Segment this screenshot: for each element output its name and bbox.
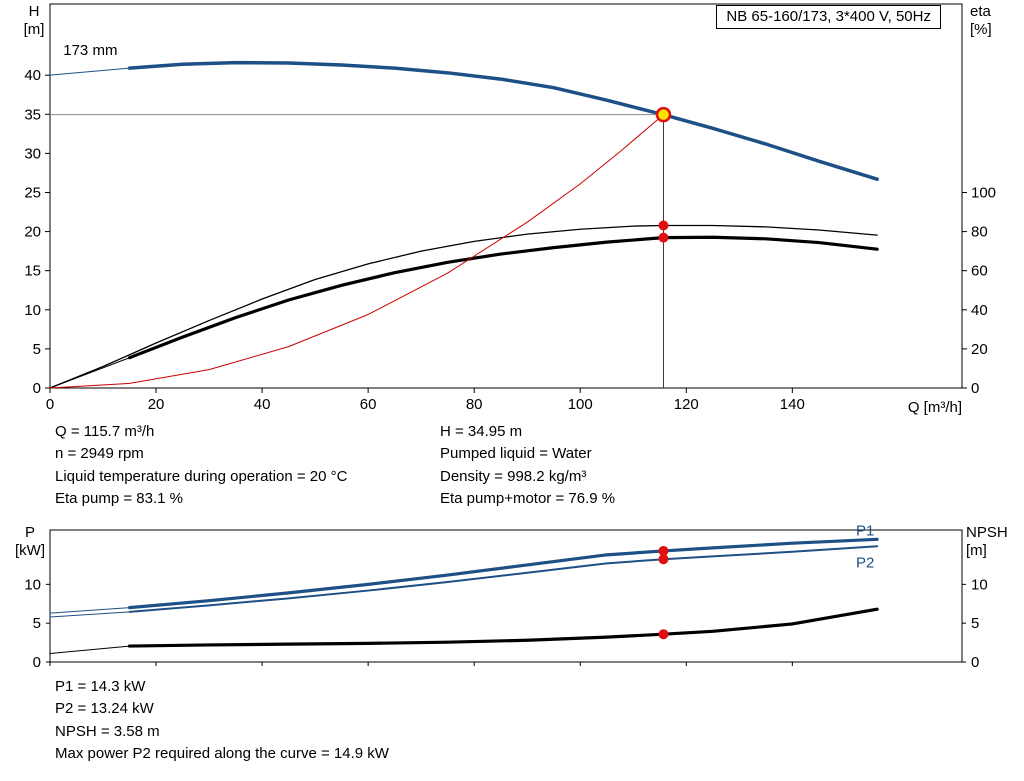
duty-parabola (49, 114, 664, 389)
eta-pump-curve (49, 224, 878, 389)
result-speed: n = 2949 rpm (55, 445, 144, 463)
y-left-tick-label: 0 (33, 380, 41, 397)
y-right-tick-label: 40 (971, 302, 988, 319)
y-right-tick-label: 80 (971, 224, 988, 241)
y-right-tick-label: 0 (971, 380, 979, 397)
y-left-tick-label: 40 (24, 67, 41, 84)
x-tick-label: 0 (46, 396, 54, 413)
duty-results-left: Q = 115.7 m³/h n = 2949 rpm Liquid tempe… (55, 421, 347, 511)
y-right-tick-label: 100 (971, 184, 996, 201)
result-density: Density = 998.2 kg/m³ (440, 467, 587, 485)
y-left-tick-label: 15 (24, 263, 41, 280)
y-left-tick-label: 0 (33, 654, 41, 671)
impeller-diameter-label: 173 mm (63, 42, 117, 59)
eta-axis-label: eta [%] (970, 3, 1020, 39)
p1-curve-lead (49, 607, 131, 614)
result-p1: P1 = 14.3 kW (55, 678, 146, 695)
p1-curve (127, 537, 879, 610)
x-tick-label: 20 (148, 396, 165, 413)
y-left-tick-label: 35 (24, 106, 41, 123)
p-axis-label: P [kW] (10, 524, 50, 560)
eta-pump-motor-curve (127, 235, 879, 360)
head-curve-lead (49, 67, 131, 76)
plot-frame (49, 529, 963, 663)
y-left-tick-label: 10 (24, 302, 41, 319)
p-axis-label-symbol: P (24, 524, 35, 541)
npsh-curve-lead (49, 645, 131, 654)
result-max-p2: Max power P2 required along the curve = … (55, 745, 389, 763)
y-left-tick-label: 5 (33, 615, 41, 632)
x-tick-label: 100 (568, 396, 593, 413)
eta-pump-motor-lead (49, 357, 131, 389)
power-results: P1 = 14.3 kW P2 = 13.24 kW NPSH = 3.58 m… (55, 676, 389, 766)
hq-eta-chart: 0 20 40 60 80 100 120 140 0 5 10 15 20 25 30 35 40 0 20 40 6… (24, 3, 996, 413)
p2-curve-lead (49, 611, 131, 618)
y-right-tick-label: 5 (971, 615, 979, 632)
x-tick-label: 120 (674, 396, 699, 413)
result-liquid-temperature: Liquid temperature during operation = 20… (55, 467, 348, 485)
result-eta-pump: Eta pump = 83.1 % (55, 490, 183, 508)
x-tick-label: 60 (360, 396, 377, 413)
p1-curve-label: P1 (856, 522, 874, 539)
y-right-tick-label: 60 (971, 263, 988, 280)
eta-axis-label-symbol: eta (970, 3, 991, 20)
eta-axis-label-unit: [%] (970, 21, 992, 38)
y-left-tick-label: 10 (24, 576, 41, 593)
q-axis-label: Q [m³/h] (907, 399, 962, 416)
y-right-tick-label: 20 (971, 341, 988, 358)
y-left-tick-label: 5 (33, 341, 41, 358)
x-tick-label: 140 (780, 396, 805, 413)
duty-results-right: H = 34.95 m Pumped liquid = Water Densit… (440, 421, 615, 511)
head-curve (127, 60, 879, 181)
y-left-tick-label: 25 (24, 184, 41, 201)
x-tick-label: 40 (254, 396, 271, 413)
npsh-point (658, 629, 669, 640)
y-left-tick-label: 20 (24, 224, 41, 241)
result-pumped-liquid: Pumped liquid = Water (440, 445, 592, 463)
duty-point[interactable] (655, 106, 672, 123)
p2-point (658, 554, 669, 565)
p2-curve-label: P2 (856, 554, 874, 571)
p-axis-label-unit: [kW] (15, 542, 45, 559)
h-axis-label-symbol: H (28, 3, 40, 20)
y-right-tick-label: 0 (971, 654, 979, 671)
y-left-tick-label: 30 (24, 145, 41, 162)
result-npsh: NPSH = 3.58 m (55, 722, 160, 740)
result-p2: P2 = 13.24 kW (55, 700, 154, 718)
x-tick-label: 80 (466, 396, 483, 413)
eta-pump-point (658, 220, 669, 231)
result-flow: Q = 115.7 m³/h (55, 423, 155, 440)
p1-point (658, 545, 669, 556)
y-right-tick-label: 10 (971, 576, 988, 593)
h-axis-label: H [m] (16, 3, 52, 39)
npsh-curve (127, 607, 879, 648)
npsh-axis-label: NPSH [m] (966, 524, 1022, 560)
npsh-axis-label-symbol: NPSH (966, 524, 1008, 541)
npsh-axis-label-unit: [m] (966, 542, 987, 559)
h-axis-label-unit: [m] (23, 21, 45, 38)
pump-designation-box: NB 65-160/173, 3*400 V, 50Hz (716, 5, 941, 29)
plot-frame (49, 3, 963, 389)
result-head: H = 34.95 m (440, 423, 523, 440)
p2-curve (128, 545, 879, 613)
result-eta-pump-motor: Eta pump+motor = 76.9 % (440, 490, 616, 508)
eta-pump-motor-point (658, 232, 669, 243)
power-npsh-chart: 0 5 10 0 5 10 P1 P2 (24, 522, 988, 671)
